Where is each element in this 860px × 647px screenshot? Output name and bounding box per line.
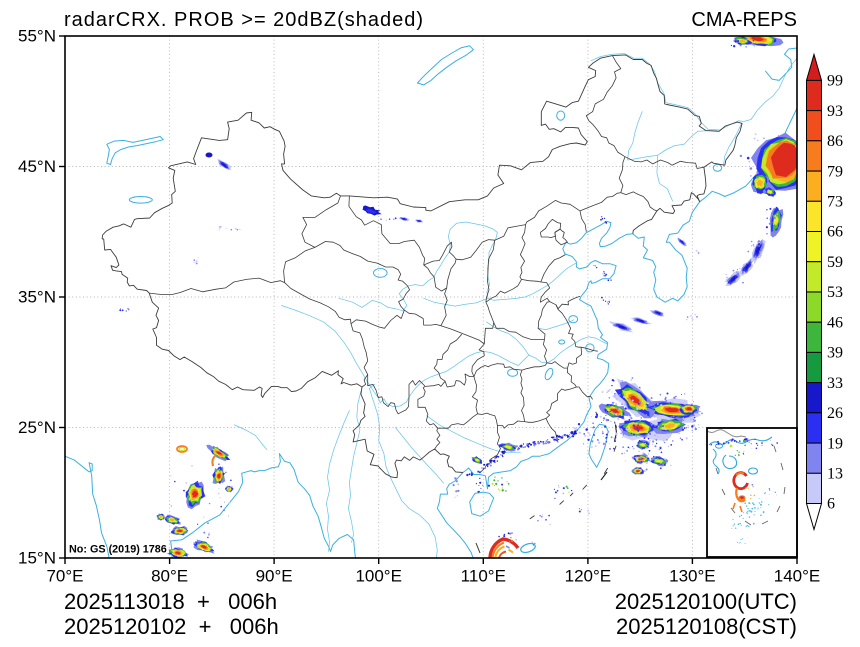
svg-text:59: 59	[827, 254, 843, 271]
svg-text:13: 13	[827, 466, 843, 483]
svg-text:110°E: 110°E	[461, 567, 506, 586]
svg-text:100°E: 100°E	[355, 567, 402, 586]
svg-text:2025113018 + 006h: 2025113018 + 006h	[64, 589, 277, 614]
svg-text:6: 6	[827, 496, 835, 513]
svg-text:80°E: 80°E	[151, 567, 188, 586]
svg-text:93: 93	[827, 103, 843, 120]
svg-text:90°E: 90°E	[256, 567, 293, 586]
svg-text:120°E: 120°E	[565, 567, 612, 586]
svg-text:45°N: 45°N	[18, 157, 56, 176]
svg-text:55°N: 55°N	[18, 27, 56, 46]
svg-text:70°E: 70°E	[46, 567, 83, 586]
svg-text:No: GS (2019) 1786: No: GS (2019) 1786	[69, 544, 167, 556]
svg-text:26: 26	[827, 405, 843, 422]
svg-text:25°N: 25°N	[18, 418, 56, 437]
svg-text:2025120100(UTC): 2025120100(UTC)	[615, 589, 797, 614]
svg-text:15°N: 15°N	[18, 549, 56, 568]
svg-text:19: 19	[827, 435, 843, 452]
svg-text:73: 73	[827, 194, 843, 211]
svg-text:33: 33	[827, 375, 843, 392]
svg-text:35°N: 35°N	[18, 288, 56, 307]
svg-text:53: 53	[827, 284, 843, 301]
svg-text:CMA-REPS: CMA-REPS	[691, 9, 797, 31]
svg-text:39: 39	[827, 345, 843, 362]
svg-text:2025120102 + 006h: 2025120102 + 006h	[64, 614, 279, 639]
svg-text:79: 79	[827, 163, 843, 180]
svg-text:radarCRX. PROB >= 20dBZ(shaded: radarCRX. PROB >= 20dBZ(shaded)	[64, 9, 424, 31]
svg-text:46: 46	[827, 314, 843, 331]
svg-text:86: 86	[827, 133, 843, 150]
svg-text:66: 66	[827, 224, 843, 241]
svg-text:2025120108(CST): 2025120108(CST)	[616, 614, 797, 639]
svg-text:130°E: 130°E	[669, 567, 716, 586]
svg-text:99: 99	[827, 73, 843, 90]
svg-text:140°E: 140°E	[774, 567, 821, 586]
